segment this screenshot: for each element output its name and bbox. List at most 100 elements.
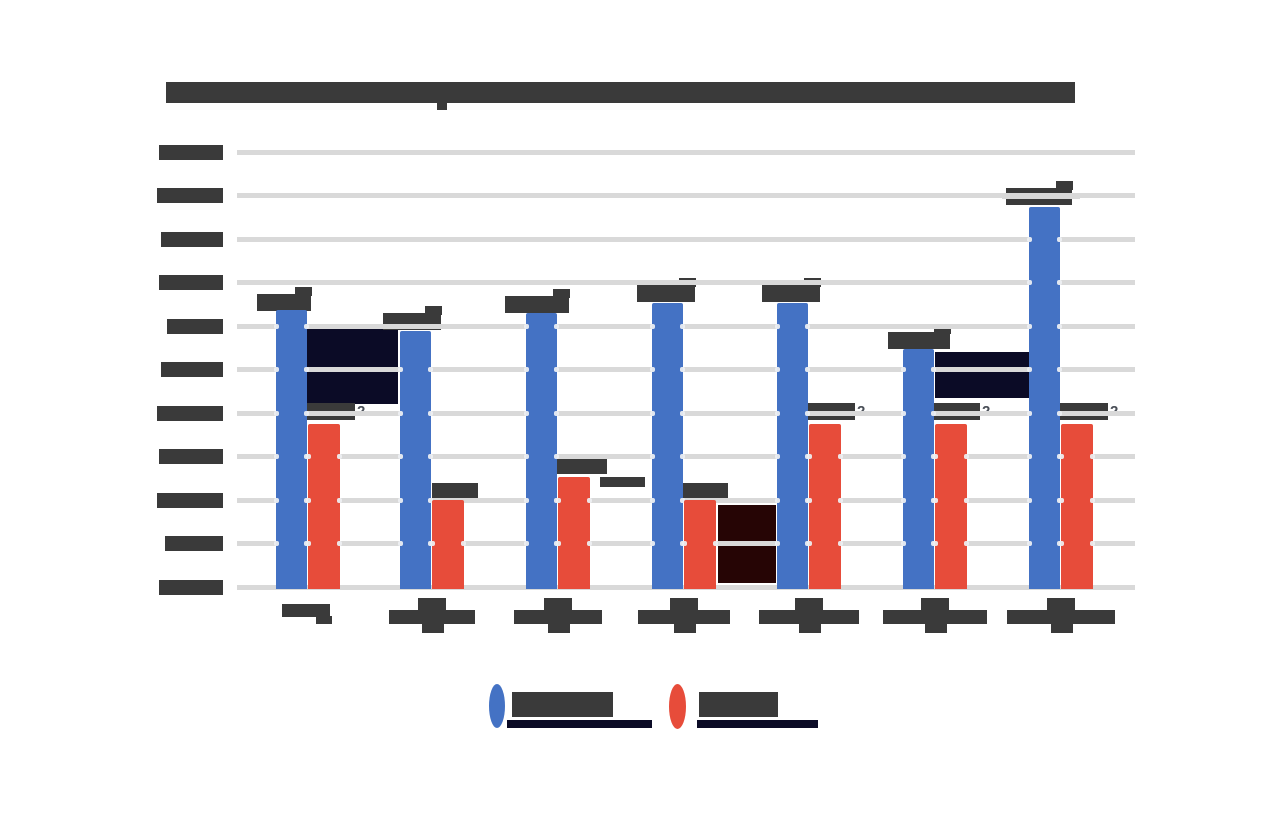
bar-gridline-dot [1027, 497, 1032, 503]
bar-gridline-dot [680, 497, 685, 503]
bar-gridline-dot [1027, 367, 1032, 372]
x-tick-label-redaction-4 [799, 624, 821, 633]
bar-gridline-dot [650, 410, 655, 416]
x-tick-label-redaction-5 [925, 624, 947, 633]
bar-gridline-dot [274, 497, 279, 503]
bar-gridline-dot [1057, 410, 1062, 416]
bar-gridline-dot [1057, 236, 1062, 242]
bar-gridline-dot [274, 410, 279, 416]
bar-gridline-dot [306, 454, 311, 459]
series1-bar-6 [1027, 207, 1062, 589]
y-gridline-3 [237, 280, 1135, 285]
bar-gridline-dot [931, 410, 936, 416]
series1-data-label-bump [553, 289, 570, 298]
bar-gridline-dot [650, 497, 655, 503]
bar-gridline-dot [1027, 454, 1032, 459]
bar-gridline-dot [680, 323, 685, 329]
bar-gridline-dot [1057, 367, 1062, 372]
bar-gridline-dot [274, 323, 279, 329]
series2-bar-0 [306, 424, 342, 589]
bar-gridline-dot [337, 497, 342, 503]
series1-data-label-redaction [762, 285, 820, 302]
bar-gridline-dot [1027, 410, 1032, 416]
bar-gridline-dot [428, 497, 433, 503]
bar-gridline-dot [901, 497, 906, 503]
bar-gridline-dot [650, 323, 655, 329]
bar-gridline-dot [304, 367, 309, 372]
y-tick-label-redaction-0 [159, 144, 223, 160]
series1-data-label-bump [934, 325, 951, 334]
bar-gridline-dot [524, 323, 529, 329]
bar-gridline-dot [805, 367, 810, 372]
x-tick-label-redaction-6 [1051, 624, 1073, 633]
bar-gridline-dot [713, 541, 718, 546]
y-tick-label-redaction-3 [159, 275, 223, 290]
bar-gridline-dot [650, 367, 655, 372]
bar-gridline-dot [398, 541, 403, 546]
bar-gridline-dot [398, 454, 403, 459]
bar-gridline-dot [1059, 454, 1064, 459]
bar-gridline-dot [775, 497, 780, 503]
bar-gridline-dot [933, 541, 938, 546]
x-tick-label-redaction-0 [316, 616, 332, 624]
y-tick-label-redaction-9 [165, 536, 223, 551]
bar-gridline-dot [931, 367, 936, 372]
x-tick-label-redaction-6 [1007, 610, 1115, 624]
bar-gridline-dot [964, 497, 969, 503]
series1-data-label-bump [425, 306, 442, 315]
y-gridline-1 [237, 193, 1135, 198]
y-tick-label-redaction-10 [159, 579, 223, 595]
y-gridline-7 [237, 454, 1135, 459]
y-tick-label-redaction-6 [157, 405, 223, 421]
legend-underline-artifact-1 [507, 720, 652, 728]
series2-data-label-redaction [432, 483, 478, 500]
bar-gridline-dot [306, 541, 311, 546]
bar-gridline-dot [1090, 454, 1095, 459]
bar-gridline-dot [838, 541, 843, 546]
bar-gridline-dot [428, 410, 433, 416]
y-gridline-6 [237, 410, 1135, 416]
bar-gridline-dot [524, 410, 529, 416]
x-tick-label-redaction-6 [1047, 598, 1075, 610]
bar-gridline-dot [274, 367, 279, 372]
y-gridline-5 [237, 367, 1135, 372]
series2-bar-4 [807, 424, 843, 589]
bar-gridline-dot [398, 410, 403, 416]
series1-data-label-redaction [888, 332, 950, 349]
x-tick-label-redaction-3 [638, 610, 730, 624]
bar-gridline-dot [430, 541, 435, 546]
bar-gridline-dot [554, 454, 559, 459]
bar-gridline-dot [775, 454, 780, 459]
y-tick-label-redaction-5 [161, 362, 223, 377]
series2-bar-3 [682, 500, 718, 589]
x-tick-label-redaction-4 [795, 598, 823, 610]
series2-bar-6 [1059, 424, 1095, 589]
bar-gridline-dot [838, 454, 843, 459]
bar-gridline-dot [933, 497, 938, 503]
bar-gridline-dot [682, 541, 687, 546]
x-tick-label-redaction-2 [544, 598, 572, 610]
legend-marker-series1 [489, 684, 505, 728]
bar-gridline-dot [554, 410, 559, 416]
bar-gridline-dot [398, 497, 403, 503]
bar-gridline-dot [428, 367, 433, 372]
bar-gridline-dot [901, 541, 906, 546]
bar-gridline-dot [807, 454, 812, 459]
y-tick-label-redaction-1 [157, 188, 223, 203]
bar-gridline-dot [461, 541, 466, 546]
bar-gridline-dot [306, 497, 311, 503]
series1-bar-0 [274, 310, 309, 589]
x-tick-label-redaction-1 [418, 598, 446, 610]
legend-label-series1-redaction [512, 692, 613, 717]
bar-gridline-dot [554, 323, 559, 329]
bar-gridline-dot [428, 454, 433, 459]
bar-gridline-dot [964, 454, 969, 459]
bar-gridline-dot [775, 410, 780, 416]
bar-gridline-dot [775, 323, 780, 329]
bar-gridline-dot [304, 410, 309, 416]
bar-gridline-dot [901, 410, 906, 416]
bar-gridline-dot [805, 323, 810, 329]
y-tick-label-redaction-4 [167, 318, 223, 334]
series2-data-label-redaction [557, 457, 607, 474]
